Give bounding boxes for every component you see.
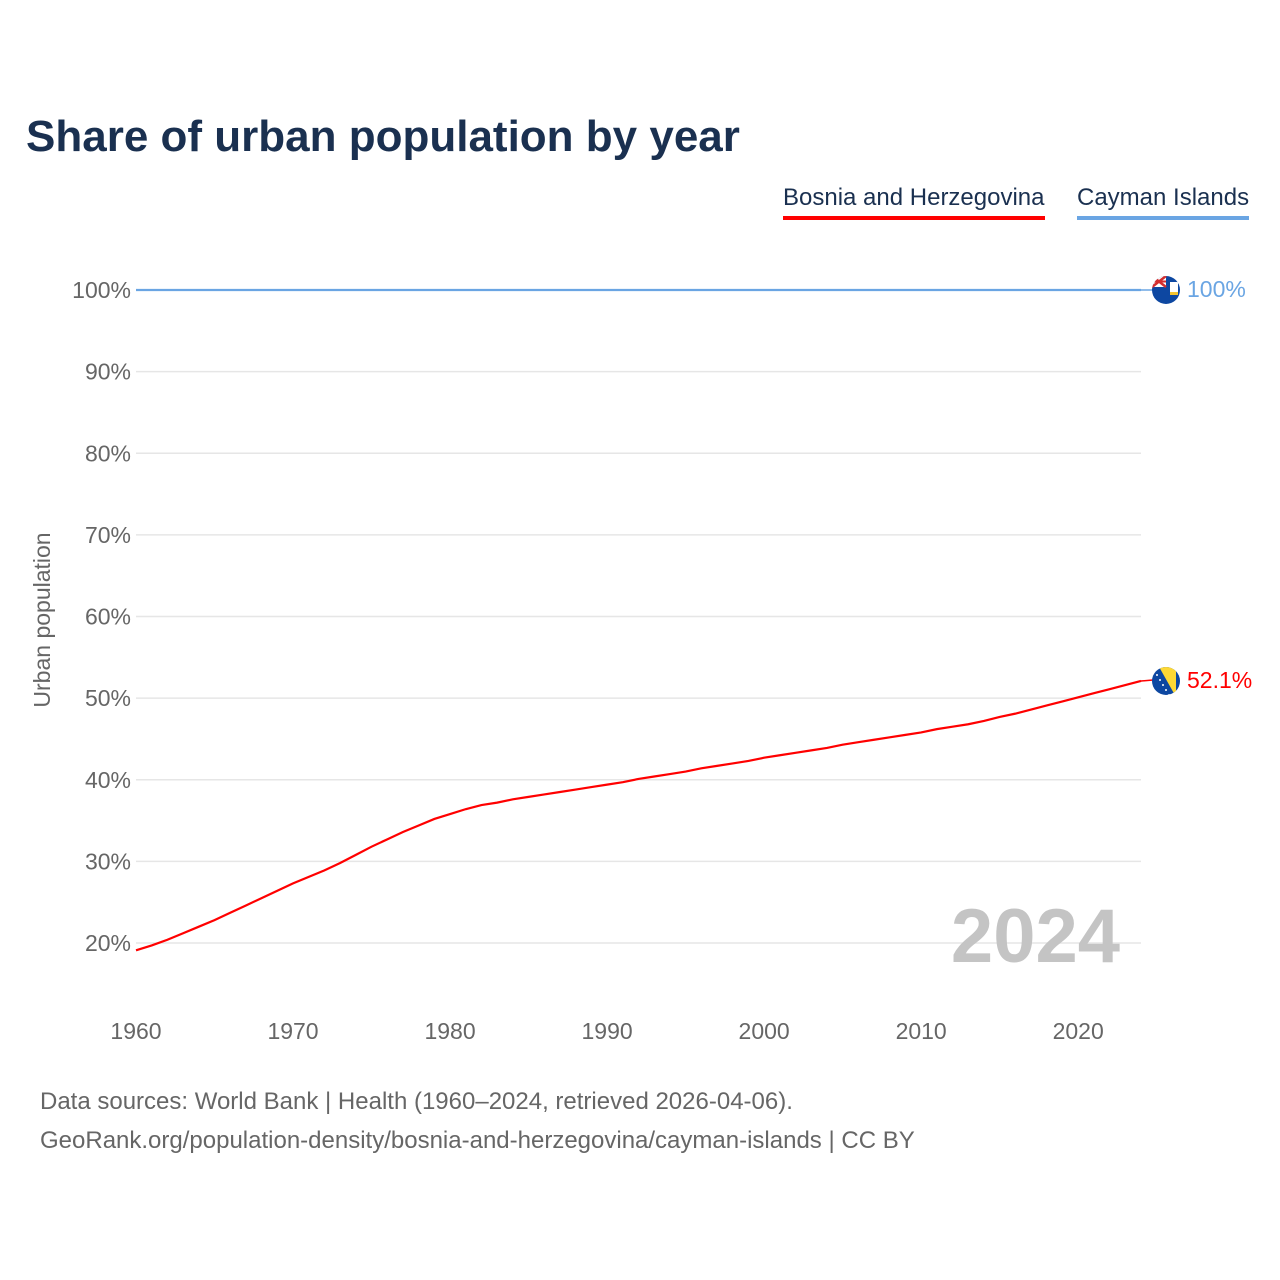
y-tick-label: 70%	[85, 522, 131, 548]
y-tick-label: 20%	[85, 930, 131, 956]
cayman-islands-flag-icon	[1152, 276, 1180, 304]
y-tick-label: 60%	[85, 604, 131, 630]
chart-title: Share of urban population by year	[26, 112, 740, 161]
y-tick-label: 80%	[85, 440, 131, 466]
x-tick-label: 1970	[267, 1018, 318, 1044]
footer-link[interactable]: GeoRank.org/population-density/bosnia-an…	[40, 1127, 915, 1154]
legend-cayman-islands[interactable]: Cayman Islands	[1077, 184, 1250, 220]
series-line-bosnia-and-herzegovina[interactable]	[135, 679, 1142, 952]
x-tick-label: 2000	[739, 1018, 790, 1044]
y-tick-label: 90%	[85, 359, 131, 385]
y-axis-label: Urban population	[29, 532, 55, 707]
x-tick-label: 1980	[424, 1018, 475, 1044]
cayman-islands-end-label: 100%	[1187, 276, 1246, 302]
legend-bosnia-and-herzegovina[interactable]: Bosnia and Herzegovina	[783, 184, 1045, 220]
y-tick-label: 50%	[85, 685, 131, 711]
year-watermark: 2024	[951, 894, 1120, 979]
end-connector	[1140, 679, 1154, 682]
y-tick-label: 40%	[85, 767, 131, 793]
y-tick-label: 100%	[72, 277, 131, 303]
x-tick-label: 1990	[582, 1018, 633, 1044]
x-tick-label: 2010	[896, 1018, 947, 1044]
bosnia-end-label: 52.1%	[1187, 667, 1252, 693]
bosnia-flag-icon	[1152, 667, 1180, 695]
x-tick-label: 2020	[1053, 1018, 1104, 1044]
footer-sources: Data sources: World Bank | Health (1960–…	[40, 1088, 793, 1115]
x-tick-label: 1960	[110, 1018, 161, 1044]
y-tick-label: 30%	[85, 848, 131, 874]
